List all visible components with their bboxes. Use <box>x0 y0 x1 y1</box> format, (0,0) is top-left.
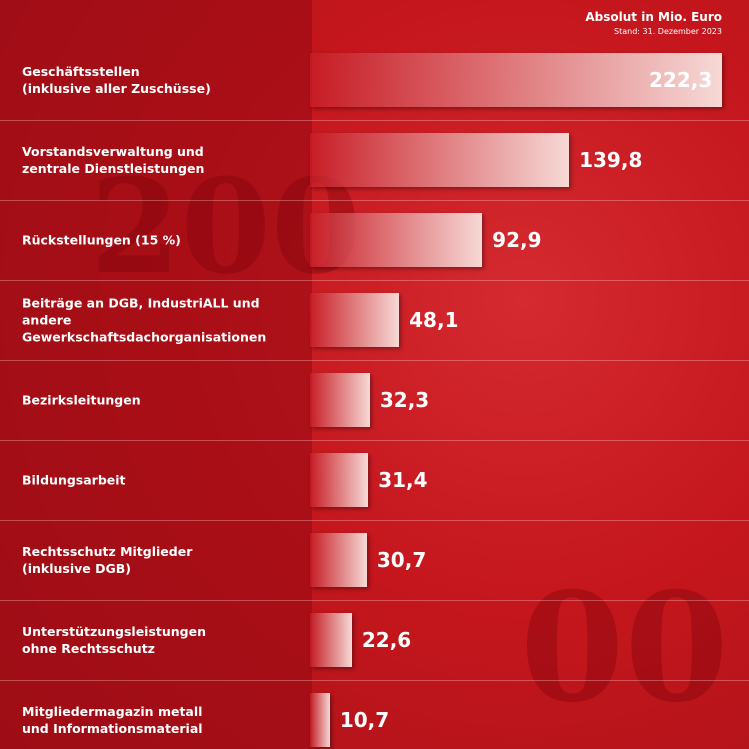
bar <box>310 373 370 427</box>
bar <box>310 213 483 267</box>
value-label: 10,7 <box>339 708 390 732</box>
separator <box>0 520 749 521</box>
bar <box>310 53 722 107</box>
bar <box>310 133 570 187</box>
bar <box>310 693 330 747</box>
separator <box>0 200 749 201</box>
category-label: Rückstellungen (15 %) <box>22 232 181 248</box>
separator <box>0 440 749 441</box>
bar <box>310 533 367 587</box>
value-label: 48,1 <box>409 308 459 332</box>
category-label: Beiträge an DGB, IndustriALL und andere … <box>22 295 267 345</box>
value-label: 22,6 <box>361 628 412 652</box>
value-label: 139,8 <box>579 148 643 172</box>
separator <box>0 600 749 601</box>
label-panel <box>0 0 312 749</box>
separator <box>0 120 749 121</box>
category-label: Rechtsschutz Mitglieder (inklusive DGB) <box>22 544 193 576</box>
bar <box>310 613 352 667</box>
unit-note: Absolut in Mio. Euro <box>585 10 722 24</box>
category-label: Geschäftsstellen (inklusive aller Zuschü… <box>22 64 211 96</box>
value-label: 92,9 <box>492 228 542 252</box>
bar <box>310 453 369 507</box>
category-label: Vorstandsverwaltung und zentrale Dienstl… <box>22 144 205 176</box>
category-label: Mitgliedermagazin metall und Information… <box>22 704 203 736</box>
separator <box>0 360 749 361</box>
decoration: 00 <box>520 560 729 736</box>
date-note: Stand: 31. Dezember 2023 <box>614 27 722 36</box>
separator <box>0 280 749 281</box>
bar <box>310 293 400 347</box>
value-label: 222,3 <box>649 68 713 92</box>
value-label: 30,7 <box>376 548 427 572</box>
category-label: Bezirksleitungen <box>22 392 141 408</box>
value-label: 32,3 <box>379 388 430 412</box>
category-label: Unterstützungsleistungen ohne Rechtsschu… <box>22 624 207 656</box>
value-label: 31,4 <box>378 468 428 492</box>
separator <box>0 680 749 681</box>
category-label: Bildungsarbeit <box>22 472 126 488</box>
